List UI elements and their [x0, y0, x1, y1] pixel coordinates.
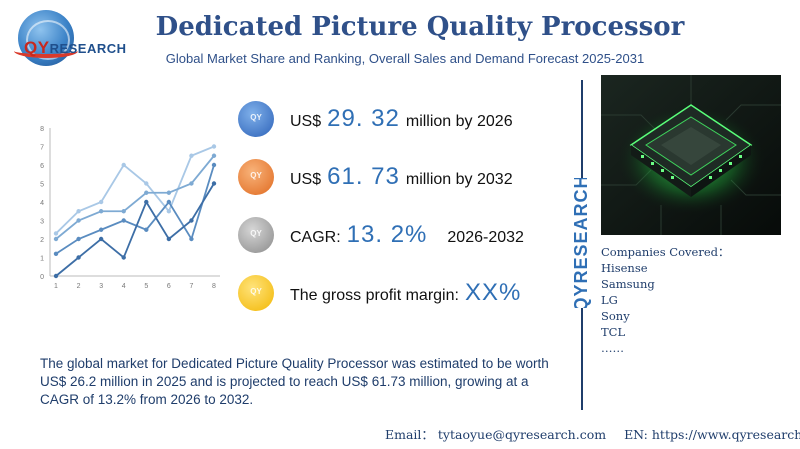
data-point	[76, 255, 81, 260]
data-point	[189, 181, 194, 186]
y-tick-label: 1	[40, 256, 44, 263]
stat-value: 29. 32	[327, 105, 400, 132]
data-point	[166, 199, 172, 205]
x-tick-label: 4	[122, 283, 126, 290]
companies-heading: Companies Covered：	[601, 245, 730, 259]
y-tick-label: 3	[40, 219, 44, 226]
data-point	[53, 273, 59, 279]
data-point	[144, 227, 149, 232]
y-tick-label: 7	[40, 145, 44, 152]
stat-value: 61. 73	[327, 163, 400, 190]
data-point	[211, 153, 217, 158]
x-tick-label: 2	[77, 283, 81, 290]
stat-prefix: CAGR:	[290, 229, 341, 246]
data-point	[121, 209, 126, 214]
footer-contact: Email： tytaoyue@qyresearch.com EN: https…	[385, 424, 800, 443]
data-point	[166, 190, 172, 195]
x-tick-label: 3	[99, 283, 103, 290]
data-point	[121, 218, 126, 223]
stat-2032-market: US$ 61. 73 million by 2032	[238, 157, 513, 197]
qy-badge-icon	[238, 275, 274, 311]
data-point	[98, 227, 104, 232]
logo-swoosh	[14, 44, 78, 58]
y-tick-label: 2	[40, 237, 44, 244]
stat-suffix: million by 2032	[405, 171, 513, 188]
data-point	[98, 209, 104, 214]
qy-badge-icon	[238, 217, 274, 253]
logo-text: QYRESEARCH	[24, 38, 127, 57]
company-item: Hisense	[601, 261, 648, 275]
chart-axes: 0 1 2 3 4 5 6 7 8 1 2 3 4 5 6 7 8	[40, 126, 220, 290]
trend-line-chart: 0 1 2 3 4 5 6 7 8 1 2 3 4 5 6 7 8	[40, 126, 220, 290]
qy-badge-icon	[238, 101, 274, 137]
data-point	[76, 209, 81, 214]
data-point	[76, 218, 81, 223]
chart-series-group	[53, 144, 217, 279]
data-point	[76, 236, 81, 242]
stat-value: 13. 2%	[346, 221, 428, 248]
qy-badge-icon	[238, 159, 274, 195]
stat-prefix: US$	[290, 171, 322, 188]
page-title: Dedicated Picture Quality Processor	[155, 12, 685, 42]
data-point	[211, 181, 217, 186]
y-tick-label: 8	[40, 126, 44, 133]
x-tick-label: 1	[54, 283, 58, 290]
stat-suffix: 2026-2032	[447, 229, 524, 246]
data-point	[121, 162, 126, 168]
vertical-brand-text: QYRESEARCH	[569, 178, 593, 308]
companies-covered: Companies Covered： Hisense Samsung LG So…	[601, 244, 729, 356]
data-point	[98, 236, 104, 242]
data-point	[144, 199, 149, 205]
data-point	[189, 236, 194, 242]
footer-email[interactable]: Email： tytaoyue@qyresearch.com	[385, 427, 607, 442]
data-point	[144, 190, 149, 195]
data-point	[211, 144, 217, 149]
data-point	[53, 251, 59, 256]
stat-2026-market: US$ 29. 32 million by 2026	[238, 99, 513, 139]
series-line-1	[55, 145, 215, 235]
svg-text:QYRESEARCH: QYRESEARCH	[571, 178, 591, 308]
company-item: Sony	[601, 309, 630, 323]
x-tick-label: 6	[167, 283, 171, 290]
data-point	[189, 218, 194, 223]
series-line-2	[55, 155, 215, 240]
y-tick-label: 5	[40, 182, 44, 189]
stat-cagr: CAGR: 13. 2% 2026-2032	[238, 215, 524, 255]
footer-website[interactable]: EN: https://www.qyresearch.com	[624, 427, 800, 442]
stat-prefix: The gross profit margin:	[290, 287, 459, 304]
processor-chip-image	[601, 75, 781, 235]
company-item: LG	[601, 293, 618, 307]
y-tick-label: 6	[40, 163, 44, 170]
y-tick-label: 4	[40, 200, 44, 207]
series-line-4	[55, 183, 215, 277]
y-tick-label: 0	[40, 274, 44, 281]
data-point	[53, 231, 59, 236]
data-point	[211, 162, 217, 168]
data-point	[189, 153, 194, 158]
data-point	[166, 209, 172, 214]
stat-prefix: US$	[290, 113, 322, 130]
page-subtitle: Global Market Share and Ranking, Overall…	[165, 51, 645, 66]
series-line-3	[55, 164, 215, 255]
stat-suffix: million by 2026	[405, 113, 513, 130]
data-point	[166, 236, 172, 242]
market-description: The global market for Dedicated Picture …	[40, 356, 549, 407]
data-point	[53, 236, 59, 242]
company-item: Samsung	[601, 277, 655, 291]
stat-value: XX%	[464, 279, 522, 306]
company-item: TCL	[601, 325, 626, 339]
x-tick-label: 7	[189, 283, 193, 290]
data-point	[98, 199, 104, 205]
data-point	[144, 181, 149, 186]
x-tick-label: 8	[212, 283, 216, 290]
qyresearch-logo: QYRESEARCH	[14, 8, 144, 70]
data-point	[121, 255, 126, 260]
stat-gross-margin: The gross profit margin: XX%	[238, 273, 527, 313]
x-tick-label: 5	[144, 283, 148, 290]
company-item: ……	[601, 341, 624, 355]
